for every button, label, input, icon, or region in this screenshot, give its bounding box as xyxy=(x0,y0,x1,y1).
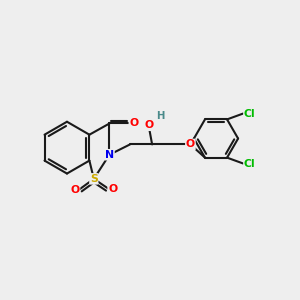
Text: O: O xyxy=(144,120,153,130)
Text: Cl: Cl xyxy=(244,109,256,118)
Text: H: H xyxy=(156,111,165,122)
Text: Cl: Cl xyxy=(244,158,256,169)
Text: N: N xyxy=(105,150,114,160)
Text: O: O xyxy=(186,140,195,149)
Text: O: O xyxy=(70,185,80,195)
Text: S: S xyxy=(90,174,98,184)
Text: O: O xyxy=(108,184,117,194)
Text: O: O xyxy=(129,118,138,128)
